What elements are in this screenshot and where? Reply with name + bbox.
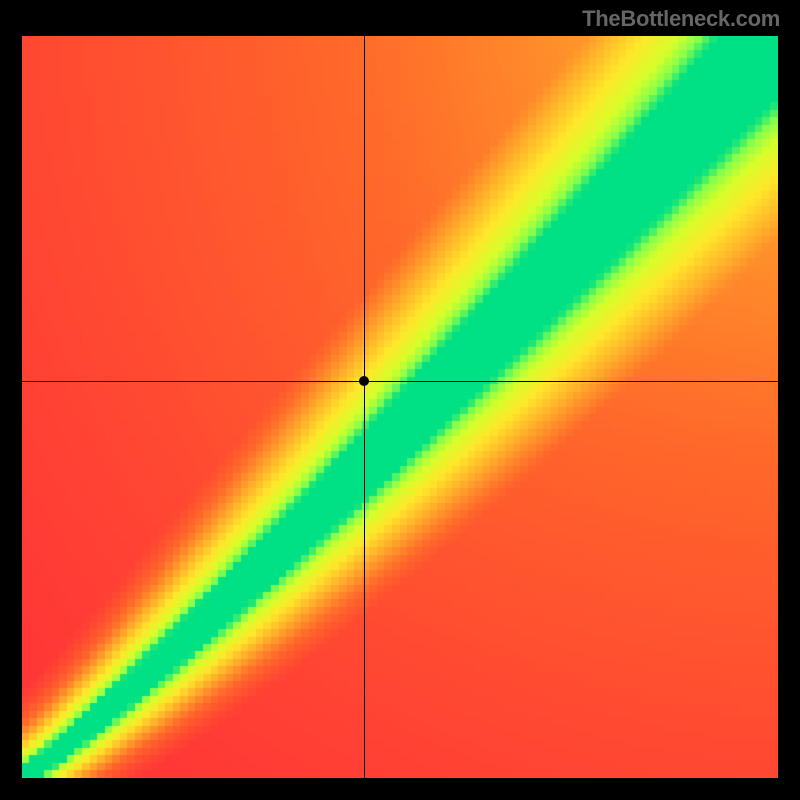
chart-container: TheBottleneck.com (0, 0, 800, 800)
watermark-text: TheBottleneck.com (582, 6, 780, 32)
heatmap-canvas (22, 36, 778, 778)
heatmap-plot (22, 36, 778, 778)
